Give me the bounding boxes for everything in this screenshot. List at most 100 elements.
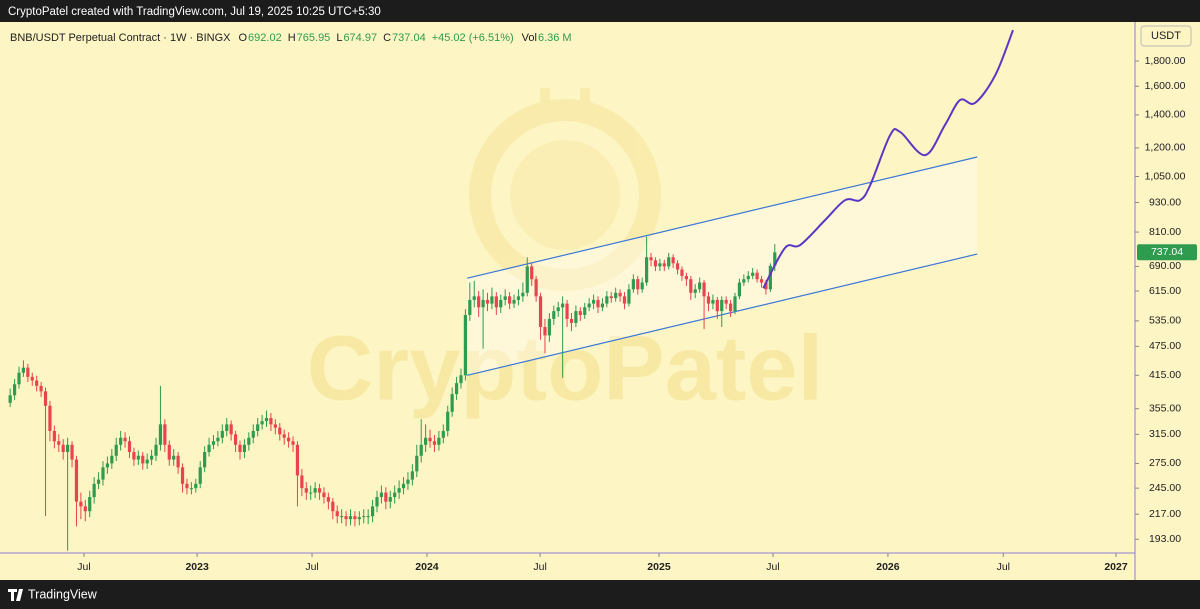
candle-body: [424, 437, 428, 445]
legend-ohlc-label: C: [383, 32, 391, 44]
candle-body: [561, 303, 565, 308]
candle-body: [317, 488, 322, 493]
candle-body: [172, 455, 176, 460]
candle-body: [127, 441, 132, 453]
candle-body: [459, 375, 463, 384]
y-tick-label: 930.00: [1149, 196, 1181, 208]
candle-body: [605, 296, 609, 304]
candle-body: [344, 516, 348, 520]
candle-body: [675, 263, 680, 270]
legend-volume-label: Vol: [522, 32, 537, 44]
candle-body: [490, 296, 494, 304]
candle-body: [331, 501, 335, 512]
candle-body: [636, 279, 640, 290]
candle-body: [693, 289, 697, 293]
candle-body: [631, 279, 635, 290]
candle-body: [61, 444, 65, 453]
y-tick-label: 1,600.00: [1145, 80, 1186, 92]
candle-body: [92, 483, 96, 498]
candle-body: [282, 434, 286, 438]
candle-body: [556, 307, 560, 312]
candle-body: [565, 303, 569, 319]
candle-body: [649, 257, 653, 261]
candle-body: [410, 471, 414, 480]
candle-body: [313, 488, 317, 493]
candle-body: [543, 326, 547, 336]
candle-body: [74, 459, 79, 502]
candle-body: [105, 463, 110, 468]
candle-body: [132, 452, 136, 460]
candle-body: [512, 299, 516, 304]
watermark-logo: [469, 88, 661, 291]
y-tick-label: 1,800.00: [1145, 55, 1186, 67]
candle-body: [759, 279, 764, 283]
candle-body: [185, 483, 189, 489]
candle-body: [472, 296, 476, 300]
candle-body: [176, 455, 180, 468]
candle-body: [242, 444, 247, 453]
candle-body: [256, 424, 260, 431]
candle-body: [728, 303, 733, 312]
legend-ohlc-value: 737.04: [392, 32, 426, 44]
candle-body: [136, 455, 140, 460]
legend-ohlc-value: 674.97: [343, 32, 377, 44]
candle-body: [662, 263, 666, 267]
footer-bar: [0, 580, 1200, 609]
legend-ohlc-label: H: [288, 32, 296, 44]
legend-ohlc-label: L: [336, 32, 342, 44]
candle-body: [437, 437, 441, 445]
candle-body: [194, 483, 198, 489]
watermark-text: CryptoPatel: [307, 317, 823, 419]
candle-body: [530, 266, 534, 280]
candle-body: [574, 311, 578, 323]
x-tick-label: 2025: [647, 561, 671, 573]
candle-body: [362, 516, 366, 518]
candle-body: [251, 430, 255, 438]
x-tick-label: 2026: [876, 561, 900, 573]
candle-body: [357, 517, 361, 520]
legend-title: BNB/USDT Perpetual Contract · 1W · BINGX: [10, 32, 231, 44]
y-tick-label: 275.00: [1149, 457, 1181, 469]
candle-body: [12, 384, 17, 396]
candle-body: [724, 299, 728, 304]
legend-volume-value: 6.36 M: [538, 32, 572, 44]
candle-body: [388, 497, 392, 502]
candle-body: [587, 303, 591, 308]
projection-line: [762, 29, 1014, 289]
candle-body: [432, 441, 437, 445]
candle-body: [547, 318, 551, 336]
candle-body: [499, 299, 503, 308]
candle-body: [591, 299, 596, 304]
candle-body: [609, 296, 613, 299]
candle-body: [52, 430, 56, 442]
y-tick-label: 193.00: [1149, 533, 1181, 545]
candle-body: [83, 506, 87, 512]
candle-body: [622, 296, 627, 304]
candle-body: [596, 299, 600, 308]
candle-body: [304, 488, 308, 493]
candle-body: [295, 444, 300, 476]
y-tick-label: 1,200.00: [1145, 142, 1186, 154]
candle-body: [614, 292, 618, 299]
candle-body: [48, 405, 52, 431]
candle-body: [203, 452, 207, 468]
candle-body: [689, 279, 693, 293]
candle-body: [141, 455, 145, 464]
currency-box: [1140, 25, 1192, 47]
y-tick-label: 690.00: [1149, 260, 1181, 272]
header-bar: [0, 0, 1200, 22]
candle-body: [158, 424, 163, 445]
x-tick-label: Jul: [305, 561, 318, 573]
candle-body: [508, 296, 512, 304]
y-tick-label: 615.00: [1149, 285, 1181, 297]
candle-body: [706, 296, 711, 304]
channel-line: [467, 156, 978, 279]
candle-body: [335, 511, 339, 517]
candle-body: [96, 479, 101, 484]
candle-body: [397, 488, 401, 493]
candle-body: [538, 296, 543, 327]
candle-body: [225, 424, 229, 431]
legend-ohlc-label: O: [238, 32, 247, 44]
candle-body: [751, 272, 755, 276]
